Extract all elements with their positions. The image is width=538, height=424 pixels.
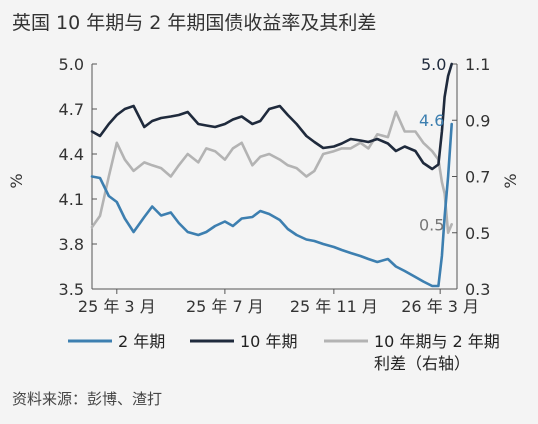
series-line-2y <box>90 122 454 288</box>
x-ticks: 25 年 3 月 25 年 7 月 25 年 11 月 26 年 3 月 <box>78 289 479 316</box>
legend-label-spread-line1: 10 年期与 2 年期 <box>374 332 500 351</box>
right-tick-label: 0.5 <box>465 224 490 243</box>
right-tick-label: 0.3 <box>465 280 490 299</box>
series-line-10y <box>90 62 454 171</box>
source-note: 资料来源：彭博、渣打 <box>12 390 163 408</box>
right-axis-label: % <box>501 173 520 188</box>
legend-item-2y: 2 年期 <box>68 332 165 351</box>
right-tick-label: 1.1 <box>465 55 490 74</box>
end-label-spread: 0.5 <box>419 215 444 234</box>
left-ticks: 3.5 3.8 4.1 4.4 4.7 5.0 <box>59 55 97 299</box>
left-tick-label: 3.5 <box>59 280 84 299</box>
legend-item-10y: 10 年期 <box>190 332 297 351</box>
left-axis-label: % <box>7 173 26 188</box>
end-label-2y: 4.6 <box>419 111 444 130</box>
right-tick-label: 0.9 <box>465 111 490 130</box>
series-line-spread <box>90 110 454 235</box>
legend-label-10y: 10 年期 <box>240 332 297 351</box>
end-labels: 5.0 4.6 0.5 <box>419 55 446 234</box>
left-tick-label: 3.8 <box>59 235 84 254</box>
left-tick-label: 4.4 <box>59 145 84 164</box>
x-tick-label: 26 年 3 月 <box>401 297 479 316</box>
left-tick-label: 5.0 <box>59 55 84 74</box>
left-tick-label: 4.7 <box>59 100 84 119</box>
legend-item-spread: 10 年期与 2 年期 利差（右轴） <box>324 332 505 373</box>
x-tick-label: 25 年 11 月 <box>290 297 378 316</box>
end-label-10y: 5.0 <box>421 55 446 74</box>
right-ticks: 0.3 0.5 0.7 0.9 1.1 <box>452 55 490 299</box>
legend-label-2y: 2 年期 <box>118 332 165 351</box>
right-tick-label: 0.7 <box>465 168 490 187</box>
legend: 2 年期 10 年期 10 年期与 2 年期 利差（右轴） <box>68 332 505 373</box>
legend-label-spread-line2: 利差（右轴） <box>374 354 470 373</box>
left-tick-label: 4.1 <box>59 190 84 209</box>
series-group <box>90 62 454 288</box>
plot-area: 3.5 3.8 4.1 4.4 4.7 5.0 0.3 0.5 0.7 0.9 1.1 25 年 … <box>59 55 491 316</box>
legend-label-spread: 10 年期与 2 年期 利差（右轴） <box>374 332 505 373</box>
chart-title: 英国 10 年期与 2 年期国债收益率及其利差 <box>12 12 377 34</box>
x-tick-label: 25 年 3 月 <box>78 297 156 316</box>
x-tick-label: 25 年 7 月 <box>186 297 264 316</box>
